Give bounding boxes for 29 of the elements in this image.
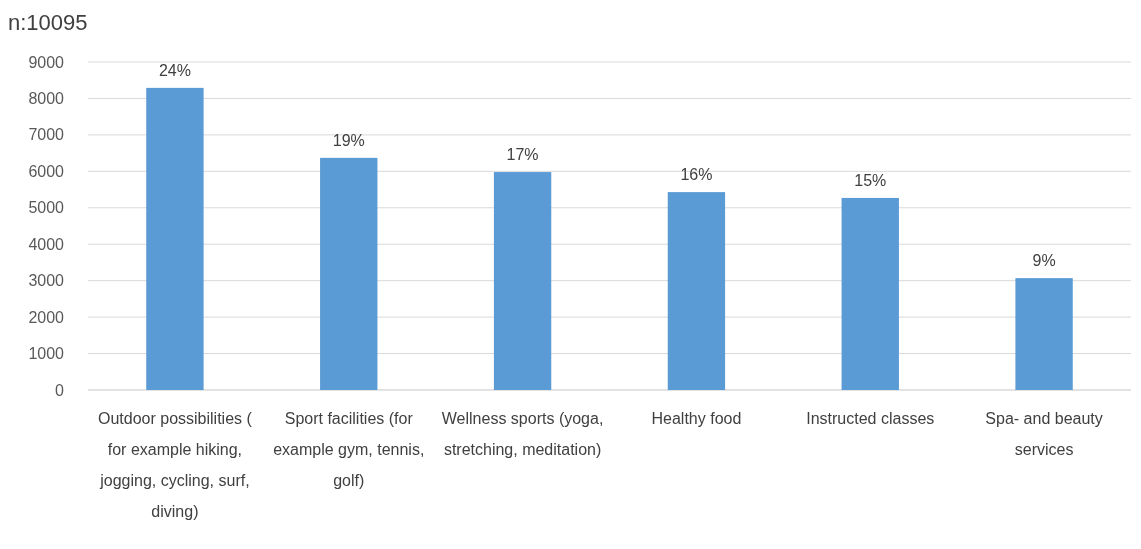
x-tick-label: Sport facilities (for example gym, tennis, golf): [273, 410, 425, 489]
x-tick-label: Wellness sports (yoga, stretching, meditation): [441, 410, 604, 458]
y-tick-label: 0: [55, 381, 65, 399]
y-tick-label: 8000: [28, 90, 65, 108]
y-tick-label: 7000: [28, 126, 65, 144]
x-tick-label: Instructed classes: [806, 410, 935, 427]
chart-title: n:10095: [8, 10, 88, 35]
annotation: 19%: [332, 131, 365, 149]
x-tick-label: Healthy food: [651, 410, 742, 427]
x-tick-label: Outdoor possibilities ( for example hiking, jogging, cycling, surf, diving): [97, 410, 253, 520]
y-tick-label: 9000: [28, 53, 65, 71]
annotation: 24%: [158, 61, 191, 79]
y-tick-label: 6000: [28, 162, 65, 180]
y-tick-label: 4000: [28, 235, 65, 253]
annotation: 15%: [854, 171, 887, 189]
bar: [667, 192, 726, 390]
y-tick-label: 3000: [28, 272, 65, 290]
annotation: 9%: [1032, 252, 1056, 270]
bar: [493, 172, 552, 390]
x-tick-label: Spa- and beauty services: [985, 410, 1103, 458]
y-tick-label: 2000: [28, 308, 65, 326]
annotation: 17%: [506, 146, 539, 164]
bar: [841, 197, 899, 390]
bar: [146, 87, 204, 390]
y-tick-label: 1000: [28, 345, 65, 363]
annotation: 16%: [680, 166, 713, 184]
bar: [320, 157, 378, 390]
y-tick-label: 5000: [28, 199, 65, 217]
bar: [1015, 278, 1073, 390]
